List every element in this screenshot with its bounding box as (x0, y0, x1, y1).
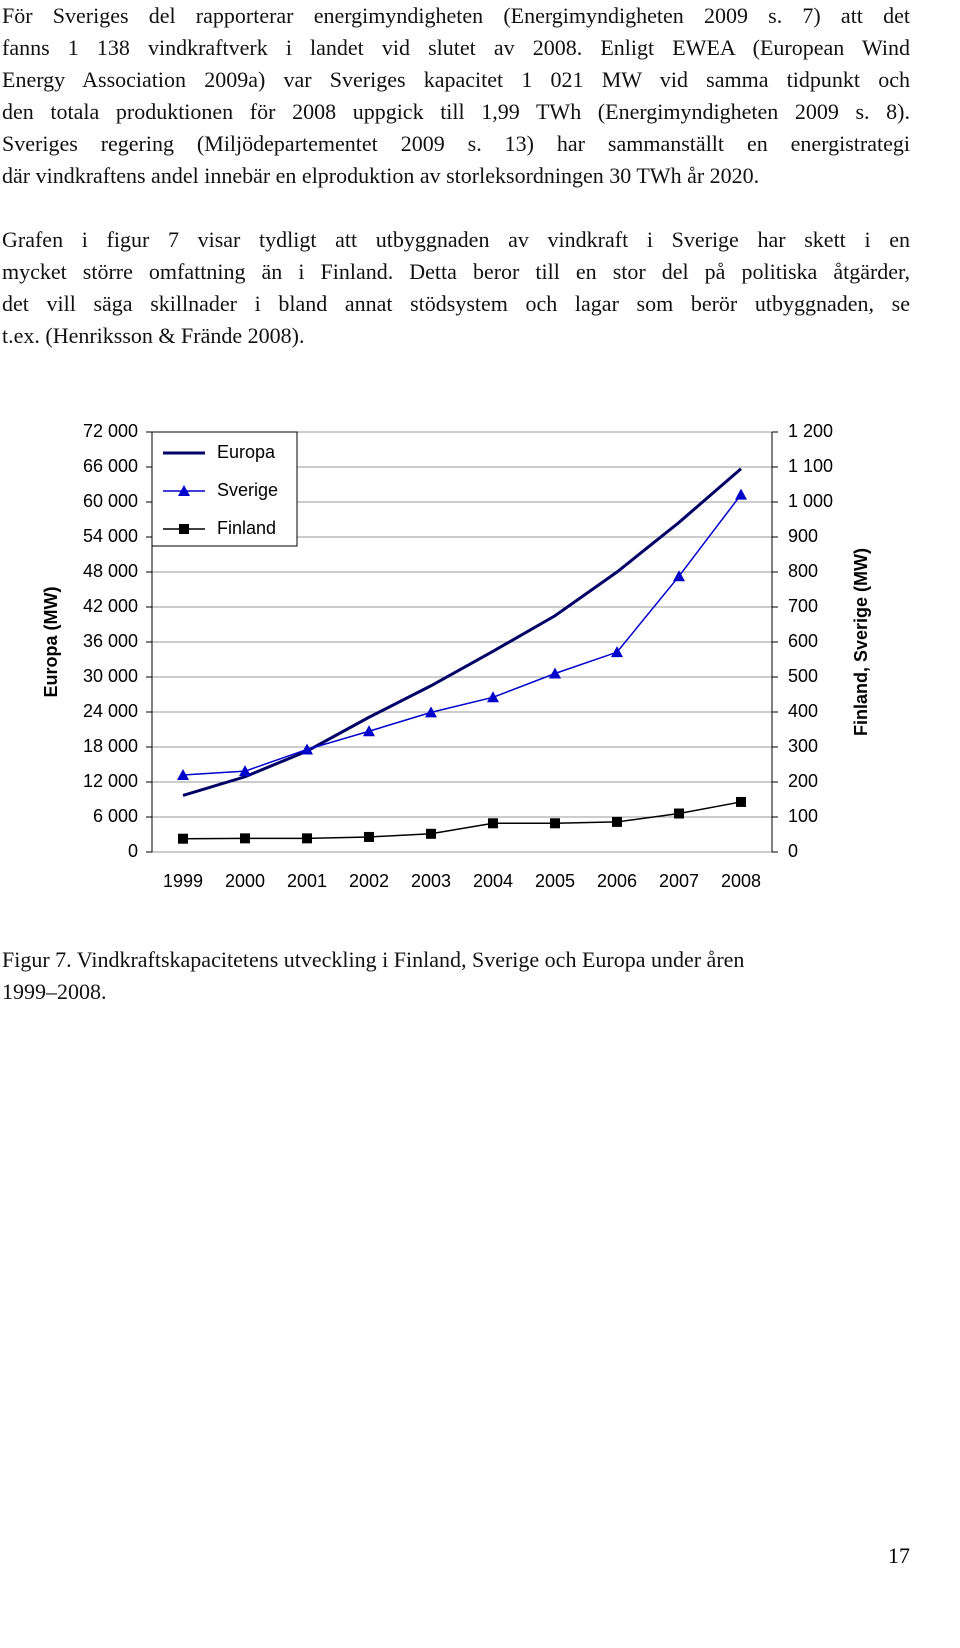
y-tick-label: 0 (128, 841, 138, 861)
x-tick-label: 2004 (473, 871, 513, 891)
x-tick-label: 2000 (225, 871, 265, 891)
y-tick-label: 42 000 (83, 596, 138, 616)
y-tick-label: 24 000 (83, 701, 138, 721)
y2-tick-label: 0 (788, 841, 798, 861)
data-point (550, 818, 560, 829)
paragraph: Grafen i figur 7 visar tydligt att utbyg… (2, 224, 910, 352)
x-tick-label: 2002 (349, 871, 389, 891)
legend-label: Finland (217, 518, 276, 538)
data-point (178, 833, 188, 844)
data-point (735, 488, 747, 500)
data-point (611, 646, 623, 658)
data-point (487, 691, 499, 703)
data-point (426, 828, 436, 839)
legend-marker (178, 485, 190, 496)
data-point (673, 570, 685, 582)
legend-label: Sverige (217, 480, 278, 500)
x-tick-label: 2007 (659, 871, 699, 891)
text-line: För Sveriges del rapporterar energimyndi… (2, 3, 910, 28)
x-tick-label: 2006 (597, 871, 637, 891)
text-line: det vill säga skillnader i bland annat s… (2, 291, 910, 316)
data-point (239, 765, 251, 777)
y2-axis-label: Finland, Sverige (MW) (851, 548, 871, 736)
y-tick-label: 72 000 (83, 421, 138, 441)
text-line: 1999–2008. (2, 979, 107, 1004)
legend-marker (179, 524, 189, 534)
data-point (549, 667, 561, 679)
y2-tick-label: 600 (788, 631, 818, 651)
page-number: 17 (888, 1543, 910, 1568)
y2-tick-label: 700 (788, 596, 818, 616)
text-line: mycket större omfattning än i Finland. D… (2, 259, 910, 284)
data-point (177, 769, 189, 780)
data-point (364, 831, 374, 842)
y2-tick-label: 800 (788, 561, 818, 581)
data-point (736, 796, 746, 807)
text-line: fanns 1 138 vindkraftverk i landet vid s… (2, 35, 910, 60)
x-tick-label: 2001 (287, 871, 327, 891)
y-tick-label: 60 000 (83, 491, 138, 511)
paragraph: För Sveriges del rapporterar energimyndi… (2, 0, 910, 192)
y2-tick-label: 500 (788, 666, 818, 686)
data-point (674, 808, 684, 819)
y-tick-label: 12 000 (83, 771, 138, 791)
y2-tick-label: 1 200 (788, 421, 833, 441)
y2-tick-label: 400 (788, 701, 818, 721)
legend-box (151, 431, 298, 547)
text-line: Figur 7. Vindkraftskapacitetens utveckli… (2, 947, 745, 972)
text-line: Sveriges regering (Miljödepartementet 20… (2, 131, 910, 156)
text-line: där vindkraftens andel innebär en elprod… (2, 163, 760, 188)
y-tick-label: 48 000 (83, 561, 138, 581)
data-point (425, 706, 437, 718)
series-line (182, 467, 742, 797)
data-point (302, 833, 312, 844)
y2-tick-label: 300 (788, 736, 818, 756)
y-tick-label: 30 000 (83, 666, 138, 686)
text-line: den totala produktionen för 2008 uppgick… (2, 99, 910, 124)
y2-tick-label: 900 (788, 526, 818, 546)
text-line: Grafen i figur 7 visar tydligt att utbyg… (2, 227, 910, 252)
series-line (182, 494, 742, 776)
y-axis-label: Europa (MW) (41, 587, 61, 698)
x-tick-label: 1999 (163, 871, 203, 891)
y-tick-label: 66 000 (83, 456, 138, 476)
x-tick-label: 2005 (535, 871, 575, 891)
data-point (612, 816, 622, 827)
y2-tick-label: 1 000 (788, 491, 833, 511)
data-point (363, 725, 375, 737)
data-point (301, 743, 313, 755)
chart: 0 6 000 12 000 18 000 24 000 30 000 36 000 42 0… (41, 421, 871, 891)
data-point (488, 818, 498, 829)
series-line (182, 801, 742, 840)
y-tick-label: 6 000 (93, 806, 138, 826)
data-point (240, 833, 250, 844)
y2-tick-label: 200 (788, 771, 818, 791)
y-tick-label: 18 000 (83, 736, 138, 756)
x-tick-label: 2008 (721, 871, 761, 891)
text-line: t.ex. (Henriksson & Frände 2008). (2, 323, 305, 348)
y-tick-label: 36 000 (83, 631, 138, 651)
x-tick-label: 2003 (411, 871, 451, 891)
text-line: Energy Association 2009a) var Sveriges k… (2, 67, 910, 92)
y-tick-label: 54 000 (83, 526, 138, 546)
y2-tick-label: 1 100 (788, 456, 833, 476)
legend-label: Europa (217, 442, 276, 462)
caption: Figur 7. Vindkraftskapacitetens utveckli… (2, 944, 910, 1008)
y2-tick-label: 100 (788, 806, 818, 826)
